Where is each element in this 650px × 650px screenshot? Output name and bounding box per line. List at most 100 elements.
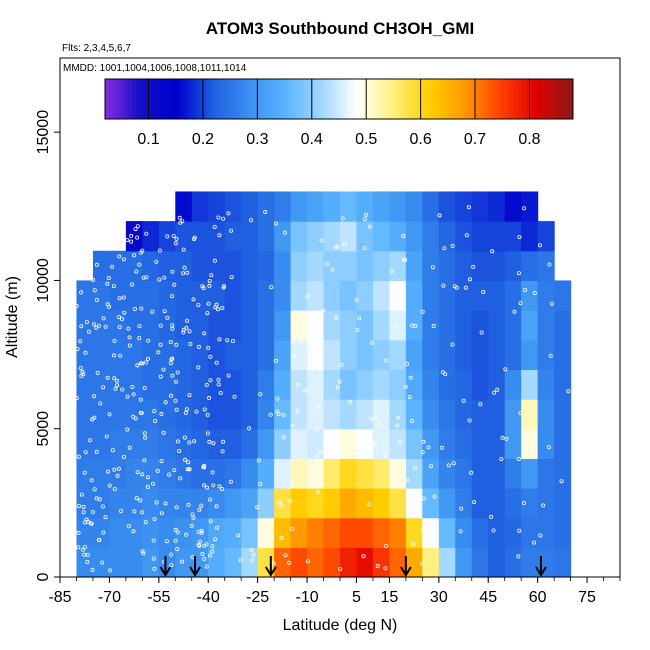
colorbar-segment [459, 79, 465, 119]
heatmap-cell [488, 250, 506, 282]
observation-point [92, 288, 97, 293]
heatmap-cell [521, 250, 539, 282]
heatmap-cell [455, 458, 473, 489]
observation-point [492, 390, 497, 395]
heatmap-cell [405, 221, 423, 252]
observation-point [229, 228, 234, 233]
observation-point [202, 543, 207, 548]
colorbar-segment [393, 79, 398, 119]
observation-point [157, 277, 162, 282]
heatmap-cell [471, 310, 489, 341]
observation-point [216, 377, 221, 382]
colorbar-segment [147, 79, 153, 119]
heatmap-cell [372, 517, 391, 548]
heatmap-cell [372, 369, 391, 400]
observation-point [368, 416, 373, 421]
observation-point [159, 411, 164, 416]
colorbar-segment [378, 79, 383, 119]
heatmap-cell [241, 221, 259, 252]
heatmap-cell [307, 428, 325, 459]
observation-point [127, 445, 132, 450]
arrow-marker [264, 556, 277, 577]
observation-point [355, 328, 360, 333]
observation-point [174, 379, 179, 384]
colorbar-segment [467, 79, 473, 119]
colorbar-segment [534, 79, 539, 119]
observation-point [205, 412, 210, 417]
y-axis: 0 5000 10000 15000 [35, 110, 60, 581]
heatmap-cell [290, 280, 308, 311]
observation-point [181, 327, 186, 332]
observation-point [205, 431, 210, 436]
heatmap-cell [76, 488, 94, 519]
observation-point [196, 543, 201, 548]
observation-point [96, 323, 101, 328]
observation-point [292, 353, 297, 358]
heatmap-cell [257, 339, 275, 370]
heatmap-cell [471, 339, 489, 370]
observation-point [112, 486, 117, 491]
colorbar-segment [420, 79, 426, 119]
observation-point [338, 448, 343, 453]
observation-point [111, 284, 116, 289]
observation-point [283, 553, 288, 558]
observation-point [169, 357, 174, 362]
heatmap-cell [504, 517, 522, 548]
heatmap-cell [438, 369, 456, 400]
heatmap-cell [142, 339, 160, 370]
colorbar-segment [319, 79, 324, 119]
heatmap-cell [372, 428, 391, 459]
observation-point [117, 296, 122, 301]
heatmap-cell [290, 221, 308, 252]
heatmap-cell [241, 488, 259, 519]
observation-point [139, 410, 144, 415]
observation-point [221, 439, 226, 444]
observation-point [202, 556, 207, 561]
heatmap-cell [142, 458, 160, 489]
observation-point [212, 258, 217, 263]
chart-title: ATOM3 Southbound CH3OH_GMI [206, 19, 475, 38]
observation-point [335, 385, 340, 390]
heatmap-cell [257, 221, 275, 252]
heatmap-cell [142, 369, 160, 400]
heatmap-cell [125, 369, 143, 400]
heatmap-cell [537, 310, 555, 341]
observation-point [101, 316, 106, 321]
observation-point [258, 392, 263, 397]
observation-point [196, 365, 201, 370]
observation-point [339, 362, 344, 367]
observation-point [279, 535, 284, 540]
observation-point [214, 302, 219, 307]
colorbar-segment [105, 79, 110, 119]
heatmap-cell [471, 250, 489, 282]
observation-point [208, 354, 213, 359]
observation-point [211, 441, 216, 446]
heatmap-cell [323, 221, 341, 252]
observation-point [135, 224, 140, 229]
heatmap-cell [307, 517, 325, 548]
observation-point [401, 233, 406, 238]
observation-point [342, 241, 347, 246]
heatmap-cell [356, 428, 374, 459]
colorbar-segment [409, 79, 414, 119]
observation-point [135, 363, 140, 368]
heatmap-cell [323, 250, 341, 282]
colorbar-segment [475, 79, 480, 119]
heatmap-cell [109, 399, 127, 430]
observation-point [186, 502, 191, 507]
colorbar-tick-label: 0.8 [518, 131, 540, 148]
observation-point [207, 278, 212, 283]
observation-point [144, 231, 149, 236]
observation-point [105, 281, 110, 286]
observation-point [489, 514, 494, 519]
observation-point [132, 509, 137, 514]
heatmap-cell [422, 488, 440, 519]
heatmap-cell [125, 221, 143, 252]
x-tick-label: 15 [381, 589, 399, 606]
heatmap-cell [158, 458, 176, 489]
observation-point [199, 503, 204, 508]
observation-point [110, 264, 115, 269]
observation-point [226, 211, 231, 216]
observation-point [273, 358, 278, 363]
observation-point [133, 227, 138, 232]
